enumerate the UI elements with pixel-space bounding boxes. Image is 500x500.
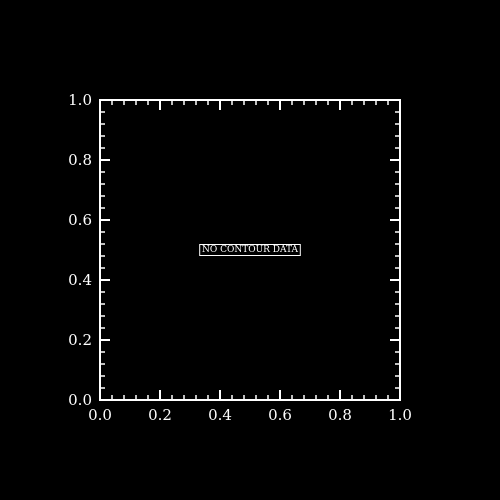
no-contour-data-label: NO CONTOUR DATA	[202, 245, 299, 255]
annotation: NO CONTOUR DATA	[199, 244, 301, 256]
x-tick-label: 0.8	[328, 406, 352, 424]
y-tick-label: 0.2	[68, 331, 92, 349]
y-tick-label: 0.0	[68, 391, 92, 409]
x-tick-label: 1.0	[388, 406, 412, 424]
y-tick-label: 0.8	[68, 151, 92, 169]
y-tick-label: 0.4	[68, 271, 92, 289]
x-tick-label: 0.2	[148, 406, 172, 424]
x-tick-label: 0.4	[208, 406, 232, 424]
y-tick-label: 1.0	[68, 91, 92, 109]
tick-labels: 0.0 0.2 0.4 0.6 0.8 1.0 0.0 0.2 0.4 0.6 0.8 1.0	[68, 91, 412, 424]
plot-frame	[99, 99, 401, 401]
x-tick-label: 0.6	[268, 406, 292, 424]
y-tick-label: 0.6	[68, 211, 92, 229]
x-tick-label: 0.0	[88, 406, 112, 424]
no-contour-data-box	[199, 244, 301, 256]
